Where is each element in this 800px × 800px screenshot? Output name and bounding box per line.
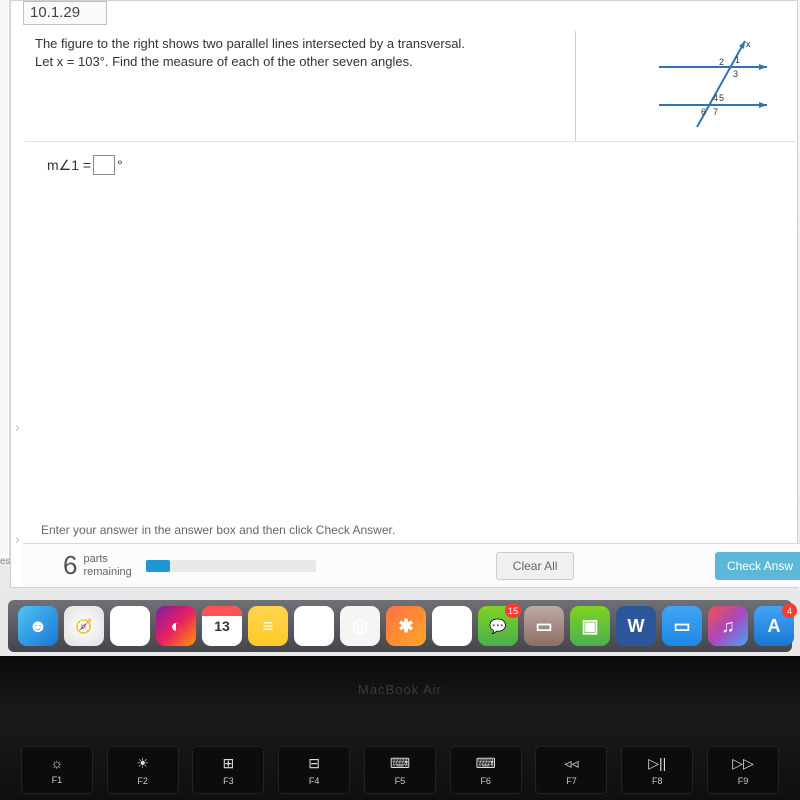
dock-icon-itunes[interactable]: ♫ bbox=[708, 606, 748, 646]
fn-key-f9: ▷▷F9 bbox=[707, 746, 779, 794]
dock-icon-finder[interactable]: ☻ bbox=[18, 606, 58, 646]
answer-suffix: ° bbox=[117, 157, 123, 173]
instruction-text: Enter your answer in the answer box and … bbox=[41, 523, 395, 537]
check-answer-button[interactable]: Check Answ bbox=[715, 552, 800, 580]
svg-text:7: 7 bbox=[713, 107, 718, 117]
dock-icon-chrome[interactable]: ◉ bbox=[110, 606, 150, 646]
dock-icon-safari[interactable]: 🧭 bbox=[64, 606, 104, 646]
parts-remaining-label: parts remaining bbox=[83, 553, 131, 577]
dock-icon-safari2[interactable]: ◎ bbox=[340, 606, 380, 646]
dock-icon-facetime[interactable]: ▣ bbox=[570, 606, 610, 646]
laptop-model-text: MacBook Air bbox=[0, 682, 800, 697]
svg-text:4: 4 bbox=[713, 93, 718, 103]
question-number: 10.1.29 bbox=[23, 1, 107, 25]
dock-icon-notes[interactable]: ≡ bbox=[248, 606, 288, 646]
progress-bar bbox=[146, 560, 316, 572]
dock-icon-word[interactable]: W bbox=[616, 606, 656, 646]
svg-text:x: x bbox=[746, 39, 751, 49]
dock-icon-messages[interactable]: 💬15 bbox=[478, 606, 518, 646]
function-key-row: ☼F1 ☀F2 ⊞F3 ⊟F4 ⌨F5 ⌨F6 ◃◃F7 ▷||F8 ▷▷F9 bbox=[0, 746, 800, 794]
svg-text:5: 5 bbox=[719, 93, 724, 103]
angle-1-input[interactable] bbox=[93, 155, 115, 175]
question-line-1: The figure to the right shows two parall… bbox=[35, 36, 465, 51]
fn-key-f2: ☀F2 bbox=[107, 746, 179, 794]
question-line-2: Let x = 103°. Find the measure of each o… bbox=[35, 54, 413, 69]
fn-key-f3: ⊞F3 bbox=[192, 746, 264, 794]
dock-badge: 4 bbox=[782, 603, 797, 618]
dock-icon-photos[interactable]: ✿ bbox=[432, 606, 472, 646]
progress-fill bbox=[146, 560, 170, 572]
question-panel: 10.1.29 The figure to the right shows tw… bbox=[10, 0, 798, 588]
fn-key-f6: ⌨F6 bbox=[450, 746, 522, 794]
clear-all-button[interactable]: Clear All bbox=[496, 552, 575, 580]
question-text: The figure to the right shows two parall… bbox=[35, 35, 535, 71]
dock-icon-appstore[interactable]: A4 bbox=[754, 606, 794, 646]
macos-dock: ☻🧭◉◐13≡⋮⋮◎✱✿💬15▭▣W▭♫A4⚙◧W bbox=[8, 600, 792, 652]
fn-key-f8: ▷||F8 bbox=[621, 746, 693, 794]
dock-badge: 15 bbox=[505, 603, 521, 618]
dock-icon-siri[interactable]: ◐ bbox=[156, 606, 196, 646]
fn-key-f7: ◃◃F7 bbox=[535, 746, 607, 794]
answer-row: m∠1 = ° bbox=[47, 155, 123, 175]
dock-icon-keynote[interactable]: ▭ bbox=[662, 606, 702, 646]
divider-horizontal bbox=[25, 141, 795, 142]
svg-text:1: 1 bbox=[735, 55, 740, 65]
svg-text:2: 2 bbox=[719, 57, 724, 67]
svg-text:3: 3 bbox=[733, 69, 738, 79]
chevron-collapse-1[interactable]: › bbox=[15, 419, 20, 435]
parallel-lines-diagram: x 1 2 3 4 5 6 7 bbox=[653, 35, 773, 135]
fn-key-f1: ☼F1 bbox=[21, 746, 93, 794]
divider-vertical bbox=[575, 31, 576, 141]
svg-text:6: 6 bbox=[701, 107, 706, 117]
answer-prefix: m∠1 = bbox=[47, 157, 91, 174]
footer-bar: 6 parts remaining Clear All Check Answ bbox=[23, 543, 800, 587]
chevron-collapse-2[interactable]: › bbox=[15, 531, 20, 547]
laptop-body: MacBook Air ☼F1 ☀F2 ⊞F3 ⊟F4 ⌨F5 ⌨F6 ◃◃F7 ▷||F8 ▷… bbox=[0, 656, 800, 800]
sidebar-tab-label: es bbox=[0, 556, 11, 567]
dock-icon-reminders[interactable]: ⋮⋮ bbox=[294, 606, 334, 646]
fn-key-f4: ⊟F4 bbox=[278, 746, 350, 794]
dock-icon-photobooth[interactable]: ✱ bbox=[386, 606, 426, 646]
dock-icon-contacts[interactable]: ▭ bbox=[524, 606, 564, 646]
left-sidebar bbox=[0, 0, 10, 560]
parts-remaining-count: 6 bbox=[63, 550, 77, 581]
fn-key-f5: ⌨F5 bbox=[364, 746, 436, 794]
dock-icon-calendar[interactable]: 13 bbox=[202, 606, 242, 646]
